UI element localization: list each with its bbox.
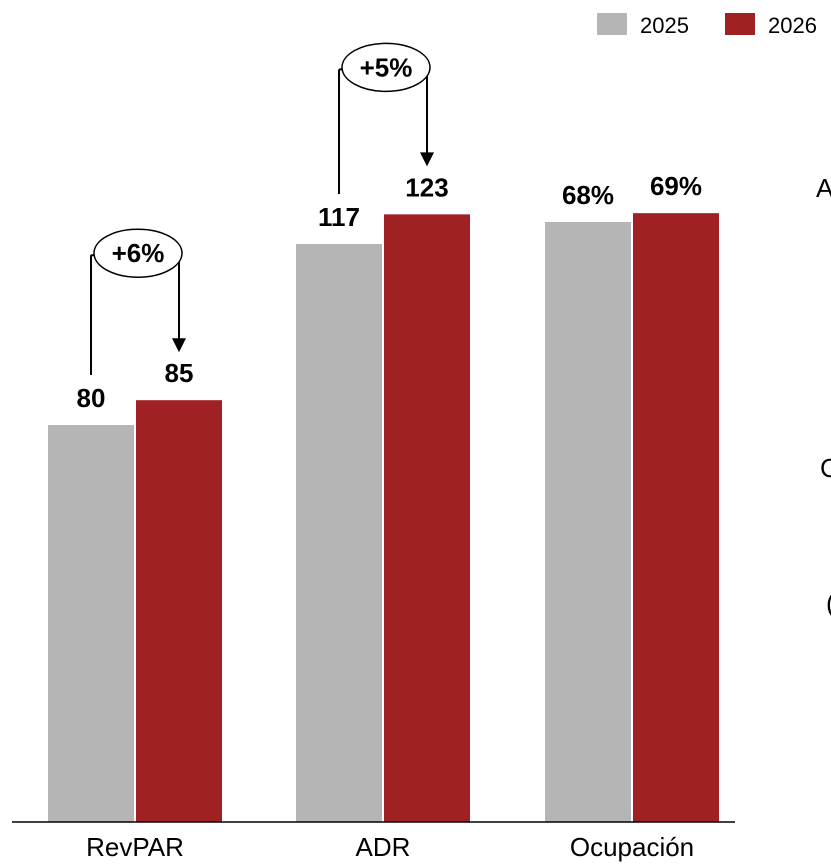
x-tick-label-ocupación: Ocupación: [570, 832, 694, 862]
legend-label-2025: 2025: [640, 13, 689, 38]
growth-label: +6%: [112, 238, 165, 268]
growth-annotation-revpar: +6%: [90, 228, 186, 375]
bar-adr-2025: [296, 244, 382, 822]
data-labels-group: 80 85 117 123 68% 69%: [77, 171, 702, 413]
growth-annotations-group: +6% +5%: [90, 42, 434, 375]
bar-ocupación-2026: [633, 213, 719, 823]
growth-oval: [93, 228, 183, 278]
bar-ocupación-2025: [545, 222, 631, 822]
bar-adr-2026: [384, 214, 470, 822]
data-label-revpar-2026: 85: [165, 358, 194, 388]
data-label-adr-2026: 123: [405, 172, 448, 202]
data-label-ocupación-2025: 68%: [562, 180, 614, 210]
bars-group: [48, 213, 719, 823]
arrow-down-icon: [172, 338, 186, 353]
cropped-text-c: C: [820, 453, 831, 483]
legend-swatch-2025: [597, 13, 627, 35]
x-tick-labels-group: RevPAR ADR Ocupación: [86, 832, 694, 862]
growth-oval: [341, 42, 431, 93]
x-tick-label-adr: ADR: [356, 832, 411, 862]
legend: 2025 2026: [597, 13, 817, 38]
data-label-ocupación-2026: 69%: [650, 171, 702, 201]
bar-revpar-2025: [48, 425, 134, 822]
legend-label-2026: 2026: [768, 13, 817, 38]
data-label-adr-2025: 117: [318, 202, 360, 232]
bar-revpar-2026: [136, 400, 222, 822]
growth-label: +5%: [360, 52, 413, 82]
data-label-revpar-2025: 80: [77, 383, 106, 413]
arrow-down-icon: [420, 152, 434, 167]
cropped-text-paren: (: [826, 588, 831, 618]
x-tick-label-revpar: RevPAR: [86, 832, 184, 862]
growth-annotation-adr: +5%: [338, 42, 434, 194]
legend-swatch-2026: [725, 13, 755, 35]
cropped-text-a: A: [816, 173, 831, 203]
